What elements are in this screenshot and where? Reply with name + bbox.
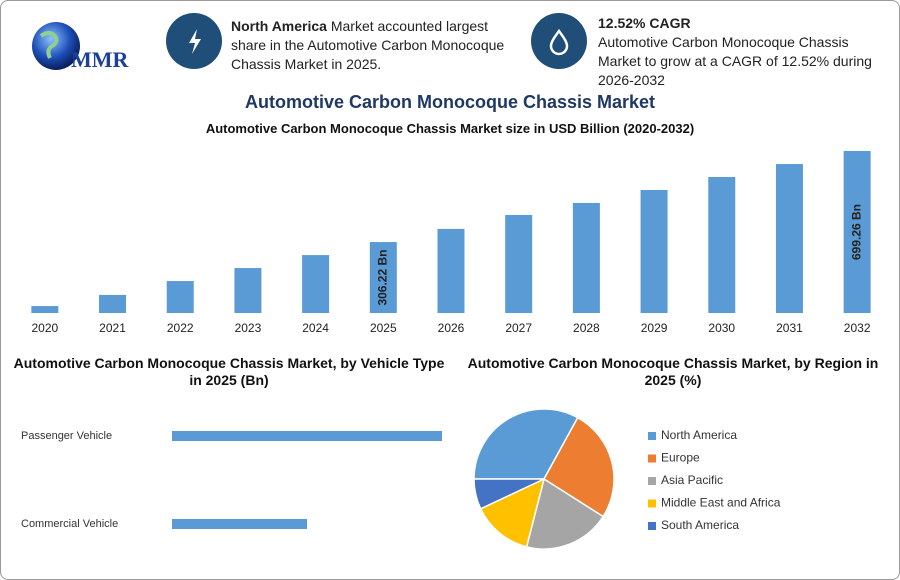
x-tick-label: 2027 [505, 321, 532, 335]
pie-slice [525, 477, 605, 550]
drop-icon [549, 28, 569, 56]
bar [234, 268, 262, 313]
bar [775, 164, 803, 313]
legend-label: Asia Pacific [661, 473, 723, 487]
bar [640, 189, 668, 313]
legend-swatch [648, 454, 656, 463]
stat-1: North America Market accounted largest s… [231, 17, 521, 74]
x-tick-label: 2024 [302, 321, 329, 335]
bar [31, 306, 59, 313]
x-tick-label: 2026 [438, 321, 465, 335]
legend-swatch [648, 522, 656, 530]
bar [99, 294, 127, 313]
stat-2: 12.52% CAGR Automotive Carbon Monocoque C… [598, 14, 883, 90]
x-tick-label: 2020 [31, 321, 58, 335]
bar [302, 255, 330, 313]
pie-slice [479, 477, 546, 548]
x-tick-label: 2025 [370, 321, 397, 335]
stat-text: Automotive Carbon Monocoque Chassis Mark… [598, 34, 872, 88]
legend-swatch [648, 499, 656, 508]
bar [369, 242, 397, 313]
pie-title: Automotive Carbon Monocoque Chassis Mark… [467, 355, 879, 388]
legend-swatch [648, 477, 656, 485]
bar [437, 228, 465, 313]
main-title: Automotive Carbon Monocoque Chassis Mark… [244, 92, 656, 112]
bar [843, 151, 871, 313]
x-tick-label: 2023 [235, 321, 262, 335]
x-tick-label: 2022 [167, 321, 194, 335]
value-label: 306.22 Bn [375, 250, 389, 306]
bar [708, 177, 736, 313]
stat-text: Market accounted largest share in the Au… [231, 18, 505, 72]
logo-text: MMR [71, 47, 130, 72]
bar [172, 431, 442, 441]
stat-title: 12.52% CAGR [598, 15, 691, 31]
x-tick-label: 2031 [776, 321, 803, 335]
x-tick-label: 2030 [708, 321, 735, 335]
pie-slice [473, 408, 579, 480]
hbar-title: Automotive Carbon Monocoque Chassis Mark… [13, 355, 445, 388]
legend-swatch [648, 432, 656, 440]
bolt-icon [189, 29, 201, 54]
stat-icon [531, 13, 587, 69]
legend-label: South America [661, 518, 739, 532]
bar [172, 519, 307, 529]
legend-label: Middle East and Africa [661, 496, 781, 510]
stat-bold: North America [231, 18, 327, 34]
bar [572, 202, 600, 313]
value-label: 699.26 Bn [849, 204, 863, 260]
x-tick-label: 2028 [573, 321, 600, 335]
legend-label: North America [661, 428, 737, 442]
y-tick-label: Commercial Vehicle [21, 518, 118, 530]
bar [166, 281, 194, 313]
pie-slice [473, 478, 545, 510]
x-tick-label: 2021 [99, 321, 126, 335]
legend-label: Europe [661, 451, 700, 465]
bar-title: Automotive Carbon Monocoque Chassis Mark… [205, 121, 695, 136]
y-tick-label: Passenger Vehicle [21, 430, 112, 442]
bar [505, 215, 533, 313]
x-tick-label: 2032 [844, 321, 871, 335]
x-tick-label: 2029 [641, 321, 668, 335]
pie-slice [543, 416, 615, 518]
logo-land [39, 31, 59, 59]
